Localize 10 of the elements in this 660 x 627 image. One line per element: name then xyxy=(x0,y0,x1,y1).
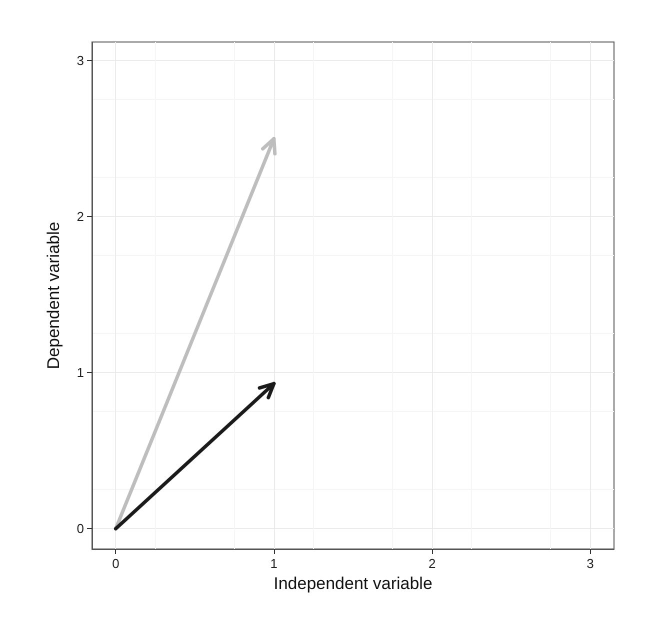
x-axis-title: Independent variable xyxy=(274,574,432,593)
x-tick-label: 1 xyxy=(270,556,278,571)
x-tick-label: 0 xyxy=(112,556,120,571)
y-tick-label: 1 xyxy=(76,365,84,380)
x-tick-label: 3 xyxy=(586,556,594,571)
y-axis-title: Dependent variable xyxy=(44,222,63,370)
y-tick-label: 2 xyxy=(76,209,84,224)
y-tick-label: 0 xyxy=(76,521,84,536)
x-tick-label: 2 xyxy=(428,556,436,571)
y-tick-label: 3 xyxy=(76,53,84,68)
